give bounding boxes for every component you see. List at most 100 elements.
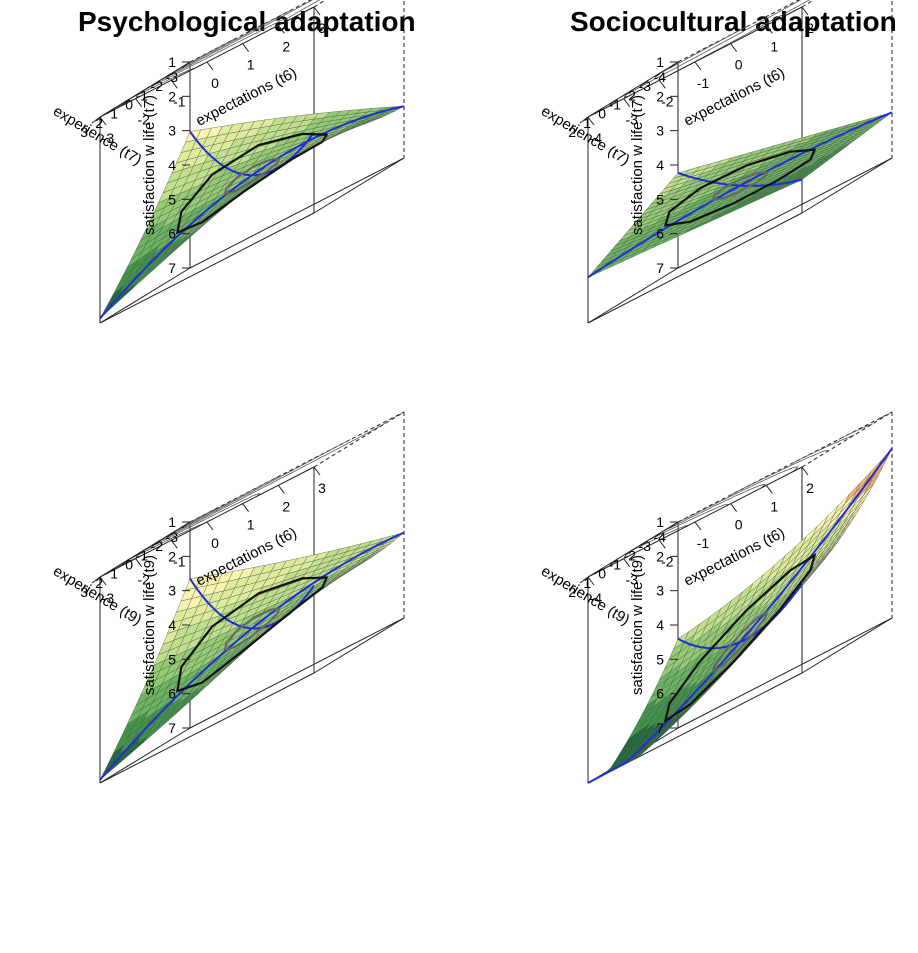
- x-tick-label: -1: [173, 553, 186, 569]
- z-tick-label: 6: [168, 226, 176, 242]
- floor-contour-line: [791, 434, 855, 464]
- floor-contour-line: [617, 0, 802, 100]
- floor-contours: [629, 413, 890, 552]
- y-tick-mark: [181, 521, 191, 529]
- y-tick-label: 1: [583, 575, 591, 591]
- y-tick-mark: [609, 558, 619, 566]
- z-tick-label: 2: [656, 88, 664, 104]
- surface-lines: [99, 105, 405, 320]
- y-tick-mark: [594, 567, 604, 575]
- y-tick-label: -2: [624, 87, 637, 103]
- y-tick-mark: [579, 576, 589, 584]
- surface-lines: [587, 111, 893, 279]
- z-tick-label: 3: [656, 583, 664, 599]
- box-edge: [801, 0, 815, 8]
- z-tick-label: 1: [168, 54, 176, 70]
- box-edge: [313, 411, 405, 468]
- y-tick-mark: [594, 107, 604, 115]
- x-tick-mark: [730, 43, 738, 52]
- box-edge: [189, 157, 405, 269]
- x-tick-label: 1: [247, 57, 255, 73]
- x-tick-mark: [765, 25, 773, 34]
- y-tick-mark: [106, 567, 116, 575]
- line-of-incongruence: [587, 111, 893, 279]
- y-tick-label: 2: [568, 124, 576, 140]
- z-tick-label: 7: [168, 260, 176, 276]
- floor-contour-line: [629, 521, 696, 552]
- response-surface: [587, 112, 893, 278]
- x-tick-label: -2: [661, 553, 674, 569]
- x-tick-label: -3: [625, 112, 638, 128]
- floor-contour-line: [152, 420, 390, 546]
- x-tick-mark: [765, 485, 773, 494]
- x-tick-mark: [99, 116, 107, 126]
- floor-contour-line: [164, 439, 351, 538]
- y-tick-mark: [121, 558, 131, 566]
- x-tick-mark: [623, 98, 631, 107]
- x-tick-label: 2: [806, 480, 814, 496]
- x-tick-label: 0: [735, 57, 743, 73]
- box-edge: [313, 0, 327, 8]
- y-tick-mark: [91, 576, 101, 584]
- y-tick-label: -1: [609, 557, 622, 573]
- z-tick-label: 2: [168, 88, 176, 104]
- y-tick-label: 2: [568, 584, 576, 600]
- y-tick-label: -3: [166, 529, 179, 545]
- y-tick-label: 0: [598, 566, 606, 582]
- y-tick-label: -1: [136, 87, 149, 103]
- line-of-incongruence: [99, 531, 405, 781]
- y-axis-label: experience (t9): [50, 563, 145, 629]
- box-edge: [189, 411, 405, 523]
- y-tick-label: -1: [136, 547, 149, 563]
- density-ring-outer: [175, 132, 329, 235]
- x-tick-label: 0: [735, 517, 743, 533]
- density-ring-inner: [223, 157, 281, 196]
- box-edge: [313, 157, 405, 214]
- box-edge: [99, 267, 191, 324]
- floor-contour-line: [182, 37, 237, 67]
- z-tick-label: 5: [168, 651, 176, 667]
- floor-contour-line: [140, 492, 265, 553]
- y-tick-label: 1: [583, 115, 591, 131]
- x-tick-mark: [277, 485, 285, 494]
- z-tick-label: 5: [656, 651, 664, 667]
- surface-lines: [587, 447, 893, 784]
- x-tick-label: -4: [590, 590, 603, 606]
- y-tick-label: -2: [151, 78, 164, 94]
- box-edge: [587, 212, 803, 324]
- x-tick-label: -3: [625, 572, 638, 588]
- floor-contour-line: [170, 10, 291, 75]
- y-tick-label: 0: [125, 97, 133, 113]
- x-tick-mark: [801, 466, 809, 476]
- y-tick-mark: [624, 89, 634, 96]
- y-tick-label: -3: [639, 538, 652, 554]
- y-tick-mark: [609, 98, 619, 106]
- z-tick-label: 3: [168, 583, 176, 599]
- box-edge: [99, 727, 191, 784]
- y-tick-mark: [166, 70, 176, 78]
- z-tick-label: 1: [168, 514, 176, 530]
- floor-contour-line: [143, 0, 321, 91]
- density-ring-outer: [663, 148, 817, 227]
- floor-contour-line: [838, 423, 873, 440]
- floor-contour-line: [128, 63, 204, 100]
- z-tick-label: 5: [656, 191, 664, 207]
- y-tick-mark: [151, 539, 161, 547]
- y-tick-mark: [639, 79, 649, 87]
- floor-contour-line: [186, 508, 216, 525]
- z-axis: 1 2 3 4 5 6 7 satisfaction w life (t9): [141, 514, 190, 736]
- x-tick-mark: [658, 540, 666, 549]
- box-edge: [677, 0, 800, 63]
- x-tick-label: 1: [247, 517, 255, 533]
- density-ring-inner: [711, 609, 769, 674]
- y-tick-label: 2: [95, 115, 103, 131]
- y-tick-label: 3: [80, 584, 88, 600]
- z-tick-label: 2: [168, 548, 176, 564]
